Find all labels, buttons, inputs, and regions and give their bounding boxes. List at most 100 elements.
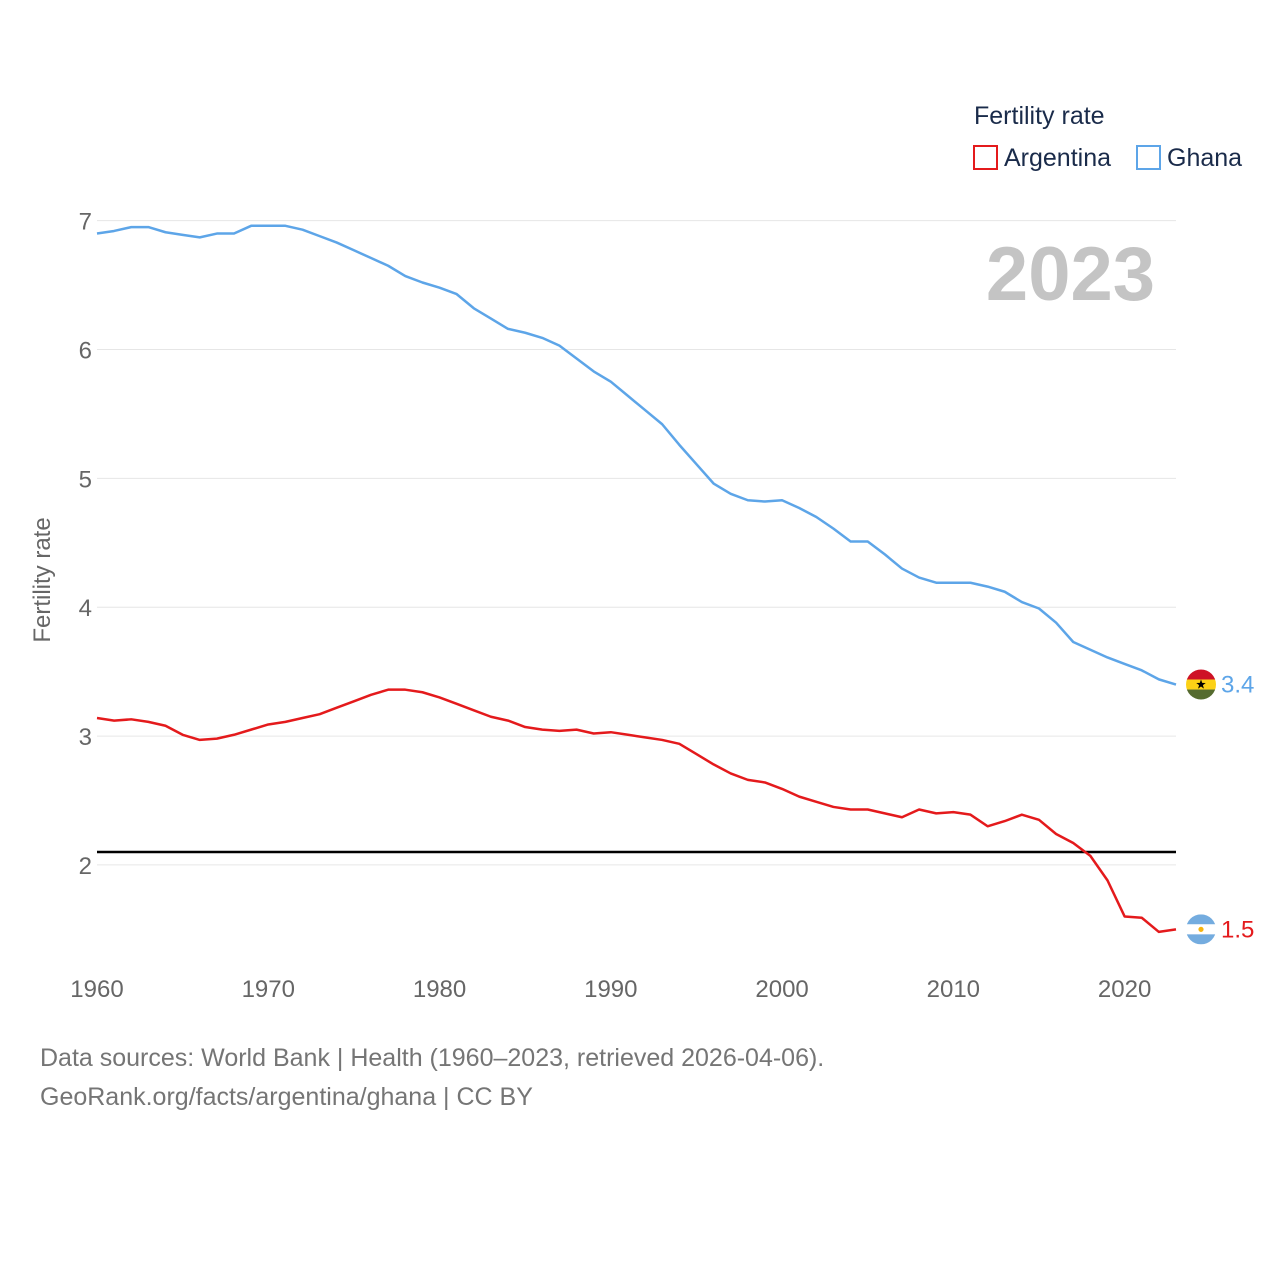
data-point-ghana-1971[interactable] [282, 223, 288, 229]
data-point-argentina-1964[interactable] [163, 723, 169, 729]
data-point-argentina-1960[interactable] [94, 715, 100, 721]
data-point-ghana-2002[interactable] [813, 514, 819, 520]
data-point-ghana-2009[interactable] [933, 580, 939, 586]
data-point-argentina-2006[interactable] [882, 810, 888, 816]
data-point-argentina-2001[interactable] [796, 794, 802, 800]
data-point-argentina-2012[interactable] [985, 823, 991, 829]
data-point-argentina-1987[interactable] [556, 728, 562, 734]
data-point-argentina-2015[interactable] [1036, 817, 1042, 823]
data-point-argentina-2016[interactable] [1053, 831, 1059, 837]
data-point-argentina-2008[interactable] [916, 807, 922, 813]
data-point-ghana-2010[interactable] [950, 580, 956, 586]
data-point-ghana-2023[interactable] [1173, 682, 1179, 688]
data-point-ghana-1999[interactable] [762, 499, 768, 505]
data-point-ghana-1989[interactable] [591, 368, 597, 374]
data-point-ghana-1967[interactable] [214, 231, 220, 237]
data-point-ghana-1960[interactable] [94, 231, 100, 237]
data-point-ghana-1986[interactable] [539, 335, 545, 341]
data-point-ghana-1978[interactable] [402, 273, 408, 279]
data-point-argentina-2021[interactable] [1139, 915, 1145, 921]
data-point-ghana-2015[interactable] [1036, 606, 1042, 612]
data-point-argentina-2002[interactable] [813, 799, 819, 805]
data-point-ghana-1982[interactable] [471, 305, 477, 311]
legend-swatch-ghana[interactable] [1136, 145, 1161, 170]
data-point-ghana-1990[interactable] [608, 379, 614, 385]
data-point-ghana-1993[interactable] [659, 421, 665, 427]
data-point-argentina-1986[interactable] [539, 727, 545, 733]
data-point-argentina-1975[interactable] [351, 698, 357, 704]
data-point-ghana-1981[interactable] [454, 291, 460, 297]
data-point-argentina-2010[interactable] [950, 809, 956, 815]
data-point-argentina-2019[interactable] [1104, 877, 1110, 883]
data-point-ghana-2007[interactable] [899, 566, 905, 572]
data-point-ghana-1979[interactable] [419, 280, 425, 286]
data-point-argentina-2013[interactable] [1002, 818, 1008, 824]
data-point-argentina-1992[interactable] [642, 734, 648, 740]
data-point-ghana-1973[interactable] [317, 233, 323, 239]
data-point-argentina-2009[interactable] [933, 810, 939, 816]
data-point-ghana-2016[interactable] [1053, 620, 1059, 626]
data-point-ghana-1968[interactable] [231, 231, 237, 237]
legend-label-ghana[interactable]: Ghana [1167, 144, 1242, 172]
data-point-argentina-2003[interactable] [830, 804, 836, 810]
data-point-argentina-1988[interactable] [574, 727, 580, 733]
data-point-ghana-2005[interactable] [865, 538, 871, 544]
data-point-ghana-1996[interactable] [711, 481, 717, 487]
data-point-ghana-2018[interactable] [1087, 647, 1093, 653]
data-point-ghana-1966[interactable] [197, 234, 203, 240]
data-point-argentina-1965[interactable] [180, 732, 186, 738]
data-point-ghana-2006[interactable] [882, 551, 888, 557]
data-point-argentina-1998[interactable] [745, 777, 751, 783]
data-point-argentina-1967[interactable] [214, 736, 220, 742]
series-line-ghana[interactable] [96, 224, 1177, 686]
data-point-ghana-1980[interactable] [437, 285, 443, 291]
data-point-argentina-1989[interactable] [591, 730, 597, 736]
data-point-argentina-1972[interactable] [300, 715, 306, 721]
data-point-argentina-1981[interactable] [454, 701, 460, 707]
data-point-ghana-1977[interactable] [385, 263, 391, 269]
data-point-argentina-2007[interactable] [899, 814, 905, 820]
data-point-ghana-1992[interactable] [642, 407, 648, 413]
data-point-argentina-1983[interactable] [488, 714, 494, 720]
data-point-ghana-2019[interactable] [1104, 654, 1110, 660]
data-point-argentina-1985[interactable] [522, 724, 528, 730]
data-point-argentina-2004[interactable] [848, 807, 854, 813]
data-point-ghana-2008[interactable] [916, 575, 922, 581]
data-point-ghana-1998[interactable] [745, 497, 751, 503]
data-point-ghana-2022[interactable] [1156, 676, 1162, 682]
data-point-argentina-1976[interactable] [368, 692, 374, 698]
data-point-argentina-1973[interactable] [317, 711, 323, 717]
data-point-argentina-1977[interactable] [385, 687, 391, 693]
data-point-argentina-1979[interactable] [419, 689, 425, 695]
data-point-argentina-2023[interactable] [1173, 926, 1179, 932]
data-point-ghana-2020[interactable] [1122, 661, 1128, 667]
data-point-ghana-1987[interactable] [556, 343, 562, 349]
data-point-ghana-1963[interactable] [145, 224, 151, 230]
data-point-argentina-2020[interactable] [1122, 913, 1128, 919]
data-point-argentina-1993[interactable] [659, 737, 665, 743]
data-point-argentina-2011[interactable] [967, 812, 973, 818]
data-point-ghana-1976[interactable] [368, 255, 374, 261]
data-point-ghana-2014[interactable] [1019, 599, 1025, 605]
data-point-argentina-1984[interactable] [505, 718, 511, 724]
data-point-ghana-1984[interactable] [505, 326, 511, 332]
data-point-ghana-1995[interactable] [693, 461, 699, 467]
data-point-argentina-2005[interactable] [865, 807, 871, 813]
data-point-ghana-2001[interactable] [796, 505, 802, 511]
data-point-argentina-1997[interactable] [728, 770, 734, 776]
data-point-argentina-2014[interactable] [1019, 812, 1025, 818]
data-point-ghana-1997[interactable] [728, 491, 734, 497]
data-point-ghana-1969[interactable] [248, 223, 254, 229]
data-point-ghana-1962[interactable] [128, 224, 134, 230]
data-point-argentina-1994[interactable] [676, 741, 682, 747]
data-point-argentina-1980[interactable] [437, 694, 443, 700]
data-point-argentina-1970[interactable] [265, 721, 271, 727]
data-point-ghana-1964[interactable] [163, 229, 169, 235]
series-line-argentina[interactable] [96, 688, 1177, 934]
data-point-argentina-2017[interactable] [1070, 840, 1076, 846]
data-point-ghana-2000[interactable] [779, 497, 785, 503]
data-point-argentina-2018[interactable] [1087, 853, 1093, 859]
legend-label-argentina[interactable]: Argentina [1004, 144, 1111, 172]
data-point-ghana-1975[interactable] [351, 247, 357, 253]
data-point-argentina-1996[interactable] [711, 761, 717, 767]
